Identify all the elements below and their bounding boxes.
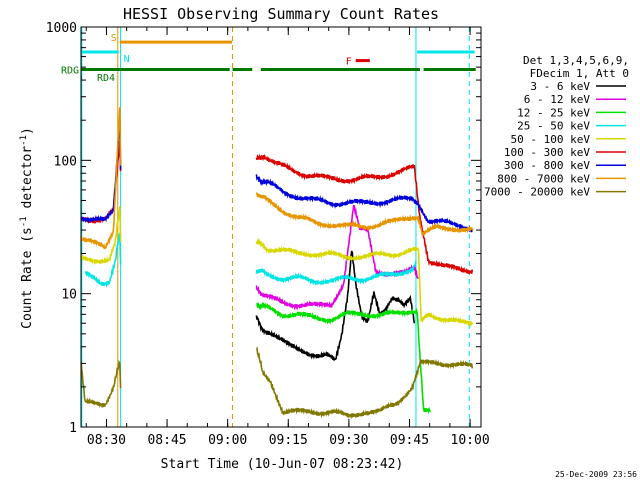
flag-bars xyxy=(81,40,476,79)
series-line-4 xyxy=(81,206,474,328)
x-tick-label-4: 09:30 xyxy=(329,433,368,448)
chart-title: HESSI Observing Summary Count Rates xyxy=(123,5,439,23)
flag-label-f: F xyxy=(346,57,352,68)
legend-header-2: FDecim 1, Att 0 xyxy=(530,67,629,80)
y-axis-label-sup1: -1 xyxy=(19,216,29,227)
x-tick-label-0: 08:30 xyxy=(87,433,126,448)
footer-timestamp: 25-Dec-2009 23:56 xyxy=(555,470,637,479)
y-tick-label-0: 1 xyxy=(69,421,77,436)
series-line-3 xyxy=(84,231,417,289)
x-tick-label-1: 08:45 xyxy=(147,433,186,448)
legend-header-1: Det 1,3,4,5,6,9, xyxy=(523,54,629,67)
x-axis-label: Start Time (10-Jun-07 08:23:42) xyxy=(161,457,404,472)
series-line-0 xyxy=(255,250,416,362)
legend-label-3: 25 - 50 keV xyxy=(517,120,590,133)
series-layer xyxy=(81,107,474,420)
series-line-7 xyxy=(81,107,474,250)
x-tick-label-6: 10:00 xyxy=(451,433,490,448)
legend-label-4: 50 - 100 keV xyxy=(511,133,591,146)
y-tick-label-3: 1000 xyxy=(46,21,77,36)
y-axis-label-main: Count Rate (s xyxy=(20,227,35,329)
x-tick-label-3: 09:15 xyxy=(269,433,308,448)
flag-label-n: N xyxy=(124,54,130,65)
y-axis-label-mid: detector xyxy=(20,146,35,217)
y-tick-label-1: 10 xyxy=(61,288,77,303)
flag-label-s: S xyxy=(111,33,117,44)
x-tick-label-2: 09:00 xyxy=(208,433,247,448)
legend-label-6: 300 - 800 keV xyxy=(504,159,590,172)
y-axis: 1 10 100 1000 xyxy=(46,21,481,436)
series-line-6 xyxy=(81,120,474,233)
legend-label-5: 100 - 300 keV xyxy=(504,146,590,159)
legend-label-7: 800 - 7000 keV xyxy=(497,172,590,185)
legend-label-1: 6 - 12 keV xyxy=(524,93,591,106)
flag-label-rdg: RDG xyxy=(61,66,79,77)
x-tick-label-5: 09:45 xyxy=(390,433,429,448)
y-tick-label-2: 100 xyxy=(54,154,77,169)
y-axis-label: Count Rate (s-1 detector-1) xyxy=(19,127,35,329)
legend-label-0: 3 - 6 keV xyxy=(530,80,590,93)
plot-frame xyxy=(80,26,482,428)
x-axis: 08:30 08:45 09:00 09:15 09:30 09:45 10:00 xyxy=(85,27,490,448)
y-axis-label-sup2: -1 xyxy=(19,135,29,146)
legend-label-2: 12 - 25 keV xyxy=(517,106,590,119)
legend-label-8: 7000 - 20000 keV xyxy=(484,186,590,199)
y-axis-label-end: ) xyxy=(20,127,35,135)
flag-label-rd4: RD4 xyxy=(97,73,115,84)
legend: Det 1,3,4,5,6,9, FDecim 1, Att 0 3 - 6 k… xyxy=(484,54,629,199)
series-line-8 xyxy=(81,346,474,420)
series-line-2 xyxy=(256,301,432,415)
